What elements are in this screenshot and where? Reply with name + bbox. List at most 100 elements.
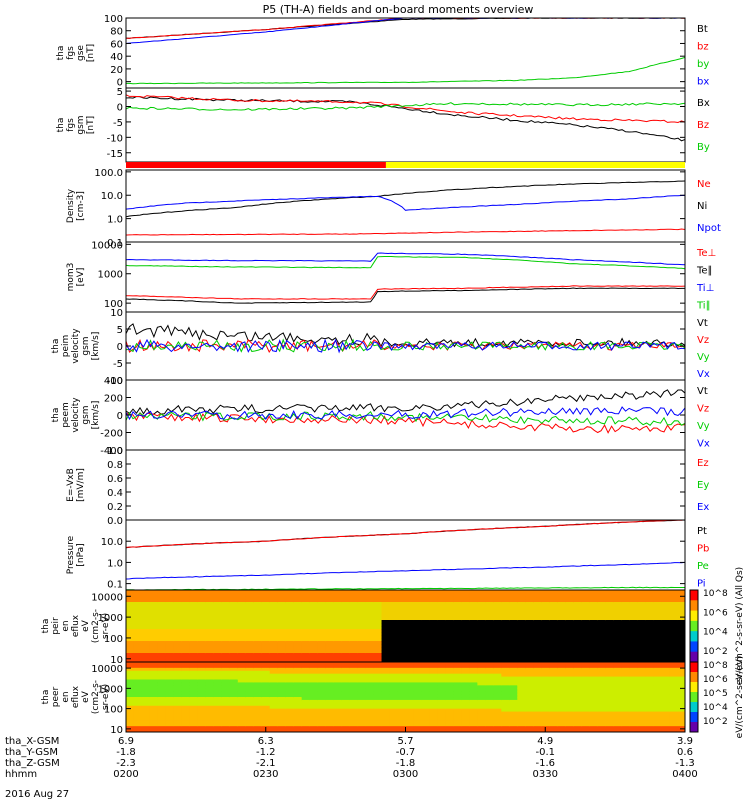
heatmap-cell: [549, 656, 558, 660]
y-axis-label-line: velocity: [71, 328, 81, 364]
heatmap-cell: [661, 720, 670, 724]
heatmap-cell: [381, 599, 391, 603]
heatmap-cell: [301, 647, 311, 651]
heatmap-cell: [469, 694, 478, 698]
heatmap-cell: [245, 647, 255, 651]
heatmap-cell: [253, 614, 263, 618]
heatmap-cell: [485, 694, 494, 698]
heatmap-cell: [597, 711, 606, 716]
heatmap-cell: [197, 664, 207, 669]
heatmap-cell: [469, 650, 478, 654]
heatmap-cell: [461, 599, 470, 603]
y-tick-label: -400: [100, 446, 123, 457]
heatmap-cell: [149, 691, 159, 695]
heatmap-cell: [141, 599, 151, 603]
heatmap-cell: [573, 650, 582, 654]
heatmap-cell: [517, 685, 526, 689]
heatmap-cell: [501, 641, 510, 645]
heatmap-cell: [613, 694, 622, 698]
heatmap-cell: [373, 608, 383, 612]
heatmap-cell: [509, 702, 518, 707]
heatmap-cell: [165, 656, 175, 660]
heatmap-cell: [245, 676, 255, 681]
heatmap-cell: [645, 729, 654, 732]
heatmap-cell: [197, 682, 207, 686]
heatmap-cell: [165, 699, 175, 704]
heatmap-cell: [237, 711, 247, 716]
heatmap-cell: [629, 697, 638, 701]
heatmap-cell: [133, 702, 143, 707]
y-tick-label: -5: [113, 359, 123, 370]
heatmap-cell: [605, 685, 614, 689]
heatmap-cell: [637, 664, 646, 669]
heatmap-cell: [269, 688, 279, 692]
heatmap-cell: [669, 662, 678, 666]
heatmap-cell: [437, 691, 447, 695]
heatmap-cell: [669, 670, 678, 675]
y-axis-label-line: Pressure: [66, 535, 76, 574]
heatmap-cell: [573, 679, 582, 684]
heatmap-cell: [637, 644, 646, 648]
heatmap-cell: [677, 679, 685, 684]
heatmap-cell: [189, 702, 199, 707]
heatmap-cell: [349, 688, 359, 692]
heatmap-cell: [541, 620, 550, 624]
heatmap-cell: [637, 605, 646, 609]
heatmap-cell: [213, 659, 223, 662]
heatmap-cell: [541, 717, 550, 721]
heatmap-cell: [509, 617, 518, 621]
heatmap-cell: [133, 664, 143, 669]
heatmap-cell: [237, 614, 247, 618]
heatmap-cell: [237, 656, 247, 660]
heatmap-cell: [181, 699, 191, 704]
heatmap-cell: [173, 714, 183, 719]
heatmap-cell: [669, 644, 678, 648]
y-tick-label: 10.0: [101, 191, 123, 202]
heatmap-cell: [445, 614, 455, 618]
heatmap-cell: [285, 623, 295, 627]
heatmap-cell: [133, 659, 143, 662]
heatmap-cell: [645, 726, 654, 730]
heatmap-cell: [485, 659, 494, 662]
heatmap-cell: [245, 623, 255, 627]
heatmap-cell: [269, 676, 279, 681]
heatmap-cell: [261, 653, 271, 657]
heatmap-cell: [229, 620, 239, 624]
heatmap-cell: [453, 644, 462, 648]
heatmap-cell: [453, 699, 462, 704]
heatmap-cell: [669, 605, 678, 609]
heatmap-cell: [429, 617, 439, 621]
heatmap-cell: [205, 694, 215, 698]
heatmap-cell: [653, 611, 662, 615]
heatmap-cell: [661, 635, 670, 639]
heatmap-cell: [197, 714, 207, 719]
heatmap-cell: [661, 602, 670, 606]
heatmap-cell: [349, 697, 359, 701]
heatmap-cell: [349, 623, 359, 627]
heatmap-cell: [493, 691, 502, 695]
heatmap-cell: [389, 644, 399, 648]
heatmap-cell: [317, 673, 327, 678]
heatmap-cell: [197, 650, 207, 654]
heatmap-cell: [501, 656, 510, 660]
heatmap-cell: [245, 673, 255, 678]
x-axis-value: 0330: [533, 769, 558, 780]
heatmap-cell: [397, 673, 407, 678]
heatmap-cell: [349, 720, 359, 724]
heatmap-cell: [317, 667, 327, 672]
heatmap-cell: [253, 620, 263, 624]
heatmap-cell: [613, 676, 622, 681]
heatmap-cell: [197, 667, 207, 672]
heatmap-cell: [133, 602, 143, 606]
heatmap-cell: [325, 726, 335, 730]
heatmap-cell: [557, 638, 566, 642]
heatmap-cell: [453, 682, 462, 686]
heatmap-cell: [149, 662, 159, 666]
heatmap-cell: [133, 608, 143, 612]
heatmap-cell: [677, 714, 685, 719]
heatmap-cell: [437, 593, 447, 597]
heatmap-cell: [437, 602, 447, 606]
heatmap-cell: [381, 708, 391, 713]
